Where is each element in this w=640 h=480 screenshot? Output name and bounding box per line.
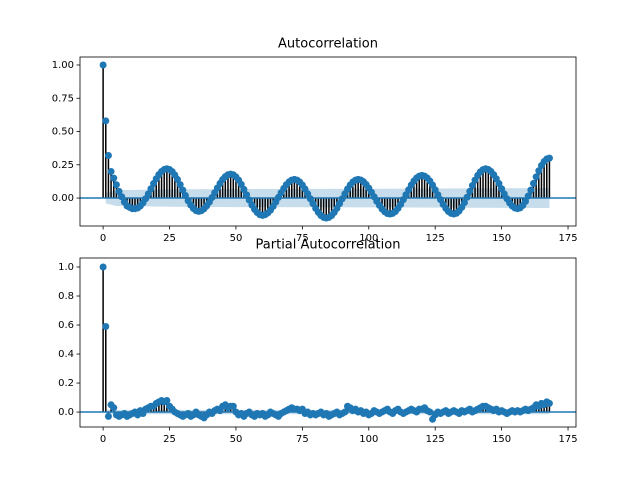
marker [112, 181, 120, 189]
x-tick-label: 25 [163, 434, 176, 445]
y-tick-label: 1.0 [58, 262, 74, 273]
marker [545, 154, 553, 162]
marker [522, 197, 530, 205]
x-tick-label: 150 [492, 233, 511, 244]
x-tick-label: 0 [100, 434, 106, 445]
y-tick-label: 0.0 [58, 407, 74, 418]
y-tick-label: 0.6 [58, 320, 74, 331]
x-tick-label: 175 [558, 233, 577, 244]
marker [102, 322, 110, 330]
marker [144, 190, 152, 198]
x-tick-label: 25 [163, 233, 176, 244]
marker [341, 408, 349, 416]
marker [176, 181, 184, 189]
y-tick-label: 0.75 [52, 93, 74, 104]
x-tick-label: 150 [492, 434, 511, 445]
marker [181, 192, 189, 200]
marker [99, 61, 107, 69]
marker [229, 402, 237, 410]
marker [99, 263, 107, 271]
marker [463, 193, 471, 201]
marker [524, 192, 532, 200]
marker [118, 193, 126, 201]
marker [102, 117, 110, 125]
marker [535, 167, 543, 175]
marker [460, 199, 468, 207]
marker [532, 173, 540, 181]
marker [110, 174, 118, 182]
marker [426, 408, 434, 416]
marker [147, 185, 155, 193]
marker [115, 187, 123, 195]
marker [466, 187, 474, 195]
marker [527, 186, 535, 194]
marker [163, 396, 171, 404]
y-tick-label: 0.2 [58, 378, 74, 389]
marker [110, 404, 118, 412]
marker [529, 179, 537, 187]
x-tick-label: 175 [558, 434, 577, 445]
y-tick-label: 0.50 [52, 127, 74, 138]
x-tick-label: 0 [100, 233, 106, 244]
x-tick-label: 75 [296, 233, 309, 244]
y-tick-label: 0.4 [58, 349, 74, 360]
x-tick-label: 125 [426, 434, 445, 445]
marker [107, 167, 115, 175]
marker [240, 185, 248, 193]
y-tick-label: 0.25 [52, 160, 74, 171]
x-tick-label: 50 [230, 233, 243, 244]
x-tick-label: 50 [230, 434, 243, 445]
axes-frame [79, 56, 577, 227]
axes-frame [79, 257, 577, 428]
x-tick-label: 100 [359, 233, 378, 244]
x-tick-label: 125 [426, 233, 445, 244]
x-tick-label: 100 [359, 434, 378, 445]
y-tick-label: 0.00 [52, 193, 74, 204]
chart-title: Partial Autocorrelation [256, 238, 401, 253]
marker [104, 412, 112, 420]
marker [243, 191, 251, 199]
marker [468, 182, 476, 190]
marker [545, 399, 553, 407]
marker [495, 180, 503, 188]
chart-title: Autocorrelation [278, 37, 378, 52]
marker [498, 185, 506, 193]
y-tick-label: 1.00 [52, 60, 74, 71]
x-tick-label: 75 [296, 434, 309, 445]
y-tick-label: 0.8 [58, 291, 74, 302]
marker [173, 175, 181, 183]
marker [179, 186, 187, 194]
marker [104, 151, 112, 159]
